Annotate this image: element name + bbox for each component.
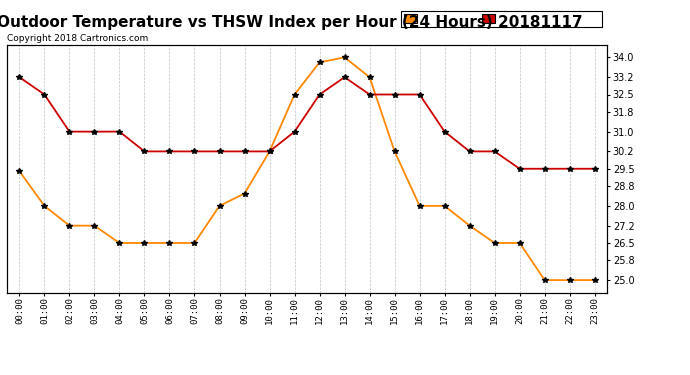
Text: Copyright 2018 Cartronics.com: Copyright 2018 Cartronics.com	[7, 33, 148, 42]
Text: Outdoor Temperature vs THSW Index per Hour (24 Hours) 20181117: Outdoor Temperature vs THSW Index per Ho…	[0, 15, 582, 30]
Legend: THSW (°F), Temperature (°F): THSW (°F), Temperature (°F)	[402, 10, 602, 27]
